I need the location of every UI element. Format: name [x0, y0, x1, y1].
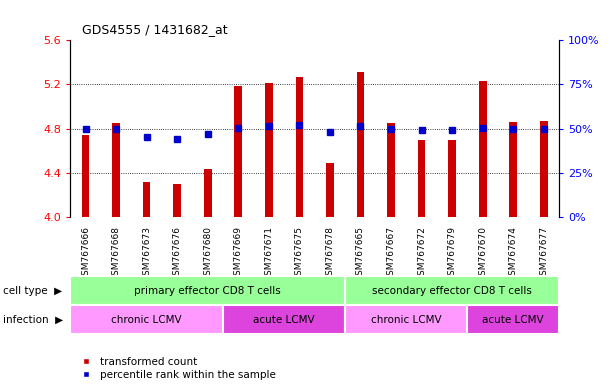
Text: GSM767667: GSM767667 [387, 226, 395, 281]
Text: chronic LCMV: chronic LCMV [111, 314, 182, 325]
Text: GSM767677: GSM767677 [540, 226, 548, 281]
Bar [418, 140, 425, 217]
Bar [467, 305, 559, 334]
Bar [70, 305, 223, 334]
Bar [265, 83, 273, 217]
Text: infection  ▶: infection ▶ [3, 314, 63, 325]
Text: GSM767666: GSM767666 [81, 226, 90, 281]
Bar [223, 305, 345, 334]
Text: GSM767674: GSM767674 [509, 226, 518, 281]
Bar [143, 182, 150, 217]
Bar [174, 184, 181, 217]
Text: GSM767670: GSM767670 [478, 226, 487, 281]
Text: GSM767671: GSM767671 [265, 226, 273, 281]
Text: secondary effector CD8 T cells: secondary effector CD8 T cells [372, 286, 532, 296]
Text: GSM767672: GSM767672 [417, 226, 426, 281]
Text: acute LCMV: acute LCMV [483, 314, 544, 325]
Bar [345, 305, 467, 334]
Text: GDS4555 / 1431682_at: GDS4555 / 1431682_at [82, 23, 228, 36]
Text: GSM767665: GSM767665 [356, 226, 365, 281]
Text: primary effector CD8 T cells: primary effector CD8 T cells [134, 286, 281, 296]
Bar [112, 123, 120, 217]
Bar [204, 169, 211, 217]
Bar [479, 81, 486, 217]
Legend: transformed count, percentile rank within the sample: transformed count, percentile rank withi… [76, 357, 276, 380]
Text: GSM767676: GSM767676 [173, 226, 181, 281]
Bar [296, 77, 303, 217]
Text: GSM767678: GSM767678 [326, 226, 334, 281]
Bar [345, 276, 559, 305]
Text: GSM767668: GSM767668 [112, 226, 120, 281]
Bar [387, 123, 395, 217]
Text: cell type  ▶: cell type ▶ [3, 286, 62, 296]
Bar [357, 72, 364, 217]
Text: GSM767673: GSM767673 [142, 226, 151, 281]
Text: GSM767669: GSM767669 [234, 226, 243, 281]
Text: chronic LCMV: chronic LCMV [371, 314, 442, 325]
Bar [70, 276, 345, 305]
Bar [235, 86, 242, 217]
Bar [82, 135, 89, 217]
Bar [510, 122, 517, 217]
Text: GSM767680: GSM767680 [203, 226, 212, 281]
Bar [540, 121, 547, 217]
Bar [326, 163, 334, 217]
Text: GSM767679: GSM767679 [448, 226, 456, 281]
Bar [448, 140, 456, 217]
Text: GSM767675: GSM767675 [295, 226, 304, 281]
Text: acute LCMV: acute LCMV [254, 314, 315, 325]
